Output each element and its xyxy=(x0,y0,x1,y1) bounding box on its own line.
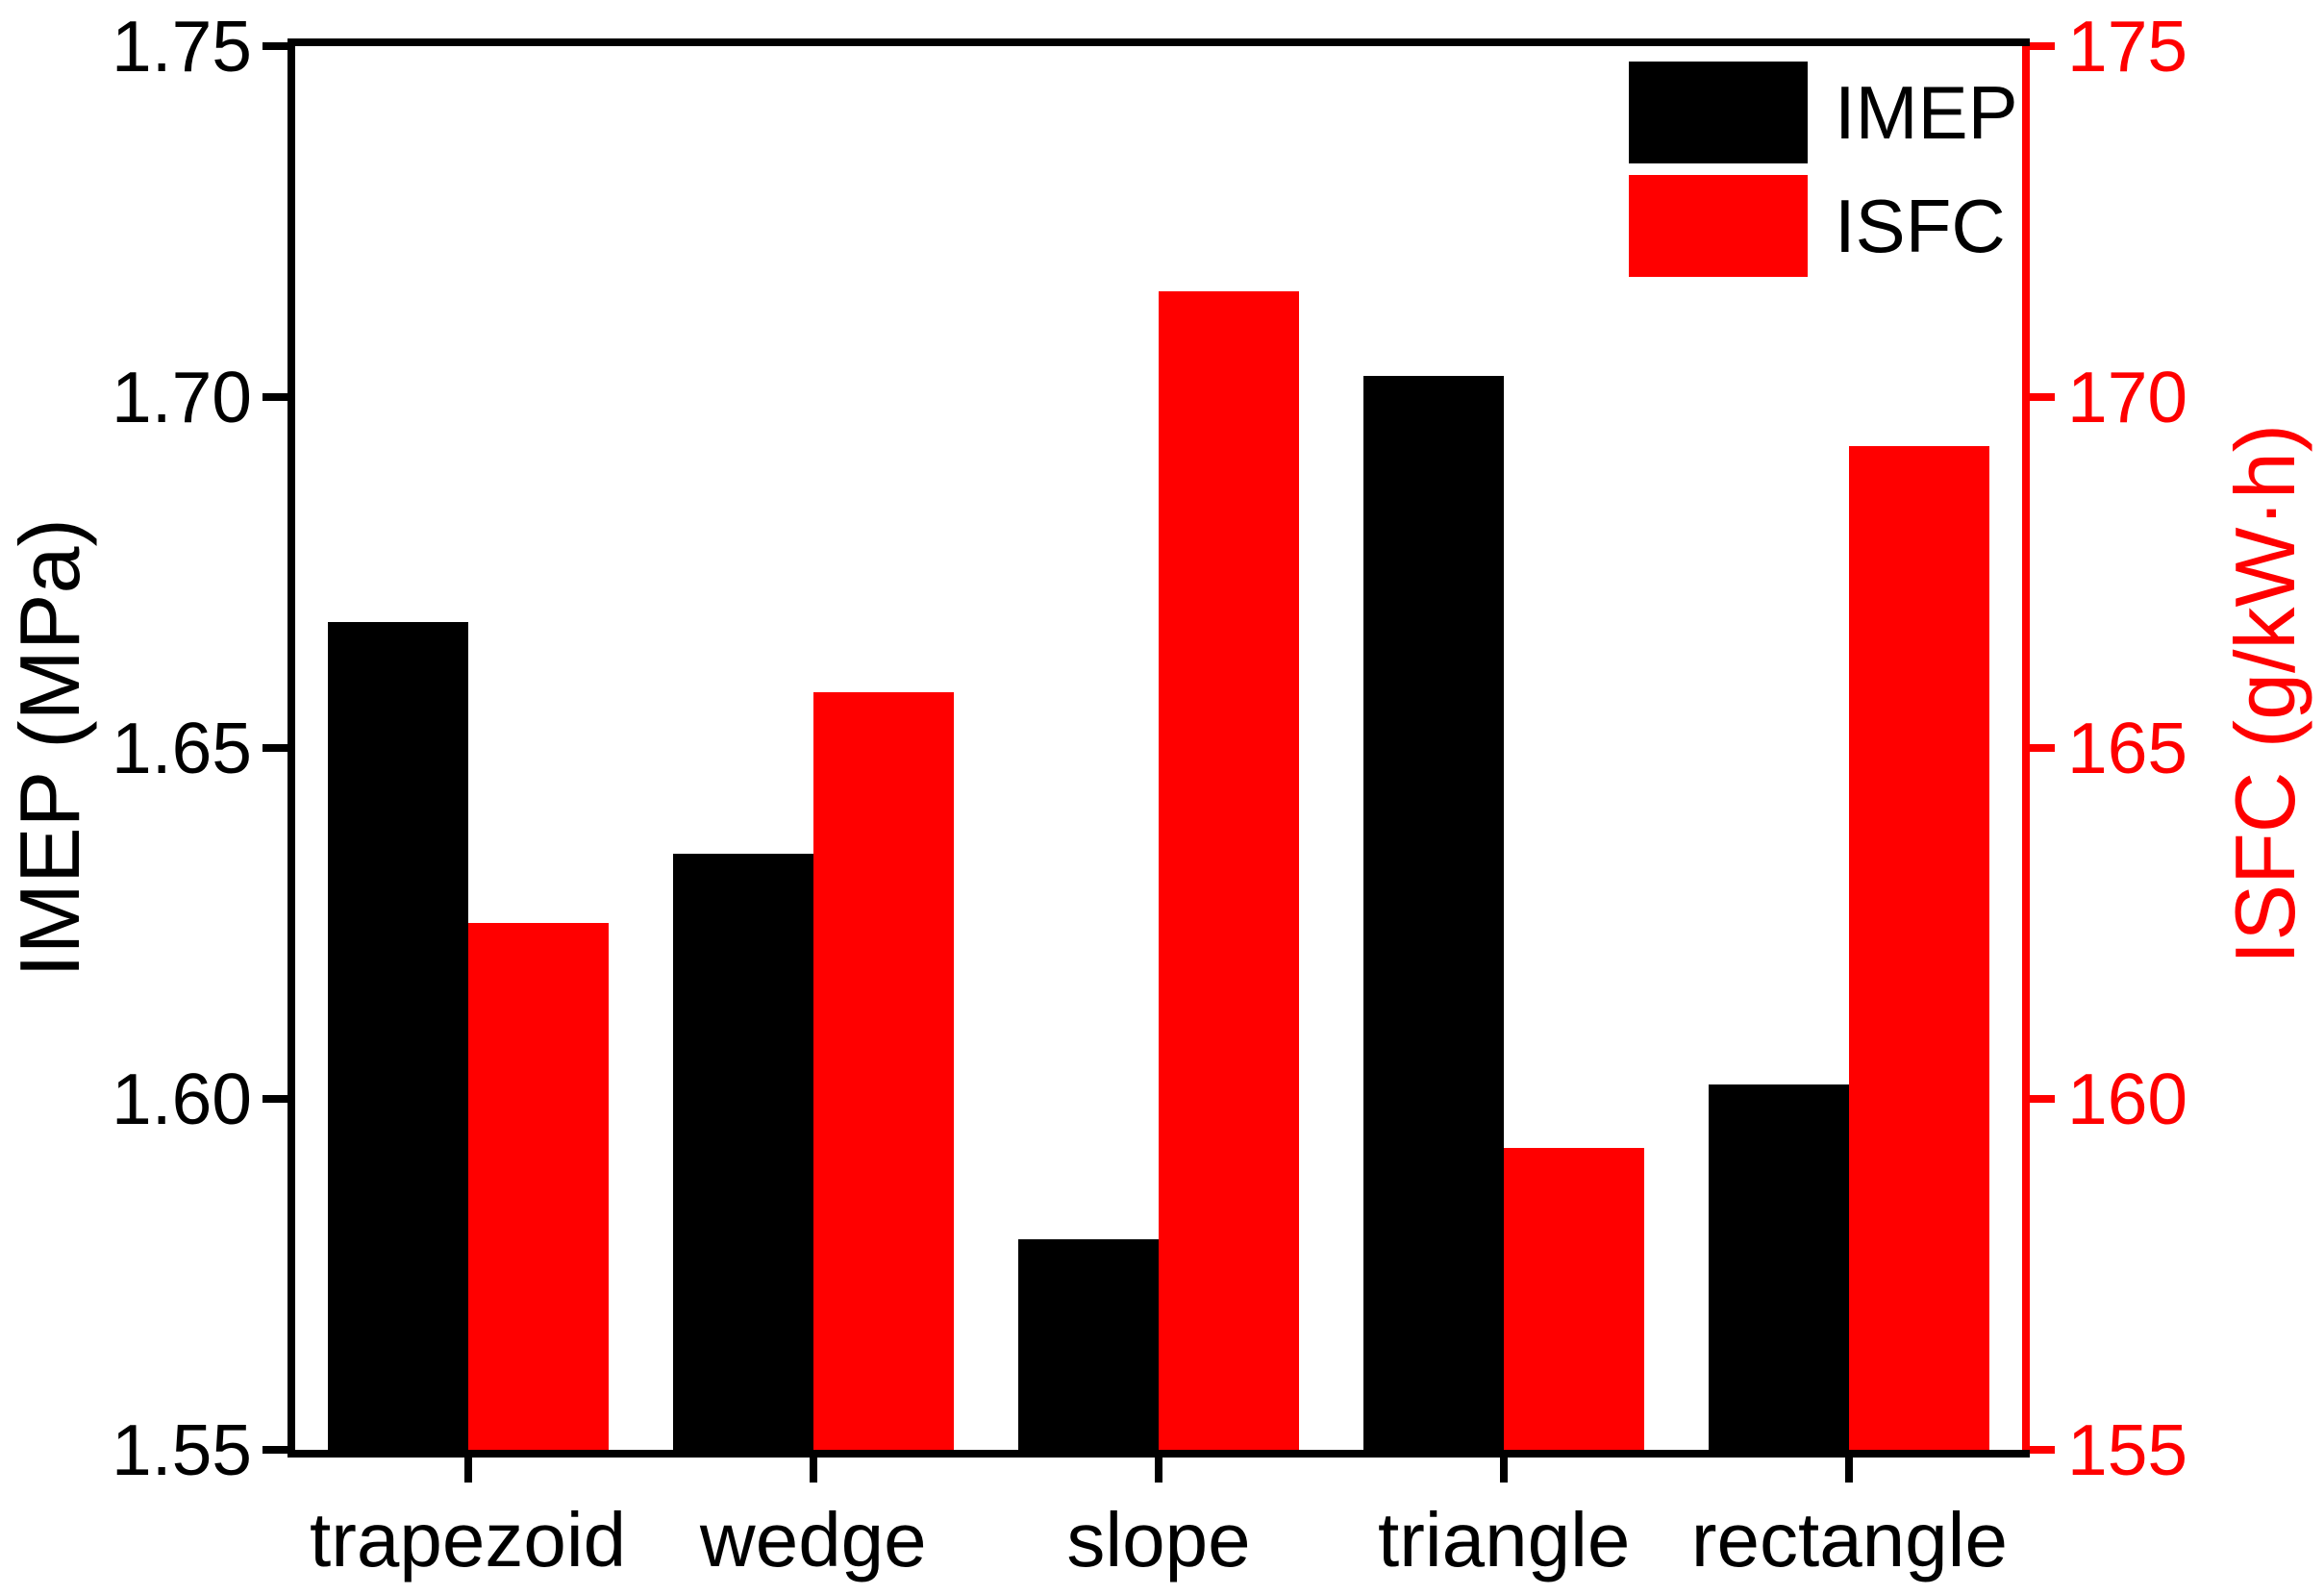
bar-imep-rectangle xyxy=(1709,1084,1850,1450)
bar-imep-trapezoid xyxy=(327,622,468,1450)
legend-label-imep: IMEP xyxy=(1835,70,2018,155)
right-axis-tick-label: 165 xyxy=(2067,708,2188,788)
bar-isfc-trapezoid xyxy=(467,923,609,1450)
right-axis-tick xyxy=(2030,1446,2055,1454)
bar-isfc-wedge xyxy=(812,692,954,1450)
left-axis-title: IMEP (MPa) xyxy=(2,518,97,978)
bar-imep-triangle xyxy=(1363,376,1505,1450)
bar-imep-slope xyxy=(1018,1239,1159,1450)
x-axis-label-slope: slope xyxy=(1066,1497,1251,1583)
right-axis-tick-label: 160 xyxy=(2067,1059,2188,1139)
x-axis-tick xyxy=(1845,1458,1854,1483)
left-axis-tick xyxy=(262,1095,287,1103)
legend-swatch-imep xyxy=(1629,62,1808,163)
right-axis-line xyxy=(2022,38,2030,1458)
x-axis-label-wedge: wedge xyxy=(699,1497,927,1583)
bar-isfc-rectangle xyxy=(1849,446,1990,1450)
right-axis-tick xyxy=(2030,393,2055,401)
right-axis-tick xyxy=(2030,744,2055,752)
legend-swatch-isfc xyxy=(1629,175,1808,277)
left-axis-tick-label: 1.60 xyxy=(112,1059,252,1139)
legend: IMEP ISFC xyxy=(1629,62,2018,277)
right-axis-tick-label: 155 xyxy=(2067,1409,2188,1490)
left-axis-tick xyxy=(262,744,287,752)
x-axis-tick xyxy=(1155,1458,1162,1483)
x-axis-label-triangle: triangle xyxy=(1377,1497,1631,1583)
right-axis-tick-label: 175 xyxy=(2067,6,2188,87)
left-axis-tick xyxy=(262,1446,287,1454)
bar-isfc-slope xyxy=(1159,291,1299,1450)
right-axis-tick xyxy=(2030,42,2055,50)
bar-imep-wedge xyxy=(672,854,813,1450)
plot-frame xyxy=(287,38,2030,1458)
left-axis-tick-label: 1.55 xyxy=(112,1409,252,1490)
left-axis-tick xyxy=(262,393,287,401)
left-axis-tick-label: 1.70 xyxy=(112,357,252,437)
left-axis-tick-label: 1.65 xyxy=(112,708,252,788)
x-axis-tick xyxy=(1500,1458,1509,1483)
right-axis-title: ISFC (g/kW·h) xyxy=(2217,423,2312,965)
x-axis-label-rectangle: rectangle xyxy=(1690,1497,2008,1583)
x-axis-label-trapezoid: trapezoid xyxy=(310,1497,627,1583)
right-axis-tick-label: 170 xyxy=(2067,357,2188,437)
x-axis-tick xyxy=(809,1458,817,1483)
left-axis-tick xyxy=(262,42,287,50)
legend-item-isfc: ISFC xyxy=(1629,175,2018,277)
bar-isfc-triangle xyxy=(1504,1148,1645,1450)
legend-item-imep: IMEP xyxy=(1629,62,2018,163)
legend-label-isfc: ISFC xyxy=(1835,184,2006,268)
x-axis-tick xyxy=(463,1458,472,1483)
right-axis-tick xyxy=(2030,1095,2055,1103)
left-axis-tick-label: 1.75 xyxy=(112,6,252,87)
